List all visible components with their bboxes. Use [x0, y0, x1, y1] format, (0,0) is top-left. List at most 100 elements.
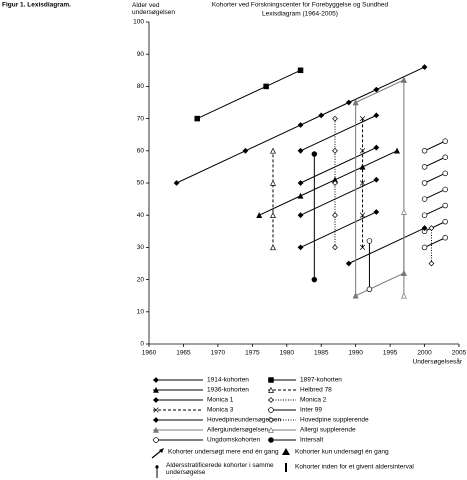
legend-label: Ungdomskohorten — [207, 437, 260, 444]
legend-label: Intersalt — [300, 437, 323, 444]
series-line — [355, 79, 405, 297]
y-tick-label: 50 — [137, 180, 145, 187]
marker — [345, 260, 352, 267]
x-tick-label: 1985 — [314, 350, 329, 357]
marker — [270, 212, 276, 218]
marker — [345, 99, 352, 106]
marker — [442, 234, 448, 241]
y-label-box: Alder ved undersøgelsen — [132, 2, 175, 16]
series-line — [259, 150, 398, 216]
marker — [173, 180, 180, 186]
x-axis-label: Undersøgelsesår — [413, 358, 463, 366]
marker — [297, 180, 304, 186]
marker — [421, 164, 428, 170]
y-tick-label: 20 — [137, 276, 145, 283]
marker — [352, 292, 359, 299]
marker — [268, 417, 274, 423]
marker — [268, 386, 274, 393]
y-tick-label: 90 — [137, 51, 145, 58]
y-tick-label: 0 — [140, 341, 144, 348]
y-tick-label: 40 — [137, 212, 145, 219]
y-tick-label: 100 — [133, 19, 144, 26]
key-note: Aldersstratificerede kohorter i samme un… — [166, 462, 274, 476]
marker — [270, 147, 276, 154]
marker — [359, 148, 366, 154]
x-tick-label: 1970 — [211, 350, 226, 357]
marker — [421, 244, 428, 251]
marker — [332, 180, 338, 186]
x-tick-label: 2005 — [452, 350, 467, 357]
marker — [270, 244, 276, 251]
marker — [270, 179, 276, 186]
marker — [268, 377, 274, 383]
y-tick-label: 10 — [137, 309, 145, 316]
marker — [297, 244, 304, 251]
marker — [268, 437, 274, 443]
marker — [194, 115, 200, 122]
marker — [442, 138, 448, 144]
marker — [332, 212, 338, 219]
key-note: Kohorter inden for et givent aldersinter… — [295, 464, 414, 471]
key-symbol — [151, 449, 163, 459]
marker — [153, 426, 159, 433]
x-tick-label: 1980 — [280, 350, 295, 357]
marker — [332, 115, 338, 122]
key-note: Kohorter kun undersøgt én gang — [295, 449, 389, 456]
marker — [421, 148, 428, 154]
y-axis-label: Alder ved undersøgelsen — [132, 2, 175, 16]
legend-label: Inter 99 — [300, 407, 322, 414]
marker — [153, 386, 159, 393]
key-note-box: Aldersstratificerede kohorter i samme un… — [166, 462, 274, 476]
marker — [394, 147, 400, 154]
marker — [297, 212, 304, 219]
marker — [268, 426, 274, 433]
marker — [359, 212, 366, 218]
x-tick-label: 2000 — [417, 350, 432, 357]
series-line — [300, 114, 377, 248]
marker — [373, 86, 380, 93]
series-line — [197, 69, 301, 120]
chart-title: Kohorter ved Forskningscenter for Foreby… — [212, 2, 389, 9]
y-tick-label: 70 — [137, 115, 145, 122]
marker — [366, 238, 373, 244]
legend-label: Monica 2 — [300, 397, 327, 404]
legend-label: 1914-kohorten — [207, 377, 249, 384]
marker — [400, 208, 407, 215]
marker — [153, 437, 159, 443]
marker — [359, 244, 366, 251]
y-tick-label: 30 — [137, 244, 145, 251]
marker — [268, 397, 274, 403]
marker — [359, 115, 366, 122]
marker — [400, 76, 407, 83]
x-tick-label: 1965 — [176, 350, 191, 357]
marker — [442, 154, 448, 160]
y-tick-label: 60 — [137, 148, 145, 155]
marker — [242, 147, 249, 154]
marker — [297, 147, 304, 154]
marker — [442, 170, 448, 177]
x-tick-label: 1995 — [383, 350, 398, 357]
marker — [311, 276, 318, 283]
marker — [263, 83, 269, 90]
legend-label: Hovedpine supplerende — [300, 417, 369, 424]
marker — [153, 417, 159, 423]
x-tick-label: 1990 — [348, 350, 363, 357]
series-line — [348, 227, 425, 264]
marker — [400, 292, 407, 299]
series-line — [424, 140, 446, 248]
marker — [373, 176, 380, 183]
marker — [421, 225, 428, 231]
marker — [359, 180, 366, 186]
marker — [297, 67, 304, 74]
marker — [153, 407, 159, 413]
legend-label: Hovedpineundersøgelsen — [207, 417, 281, 424]
marker — [311, 151, 318, 157]
legend-label: 1897-kohorten — [300, 377, 342, 384]
legend-label: Monica 3 — [207, 407, 234, 414]
marker — [153, 397, 159, 403]
y-tick-label: 80 — [137, 83, 145, 90]
legend-label: Monica 1 — [207, 397, 234, 404]
marker — [421, 196, 428, 202]
marker — [318, 112, 325, 119]
